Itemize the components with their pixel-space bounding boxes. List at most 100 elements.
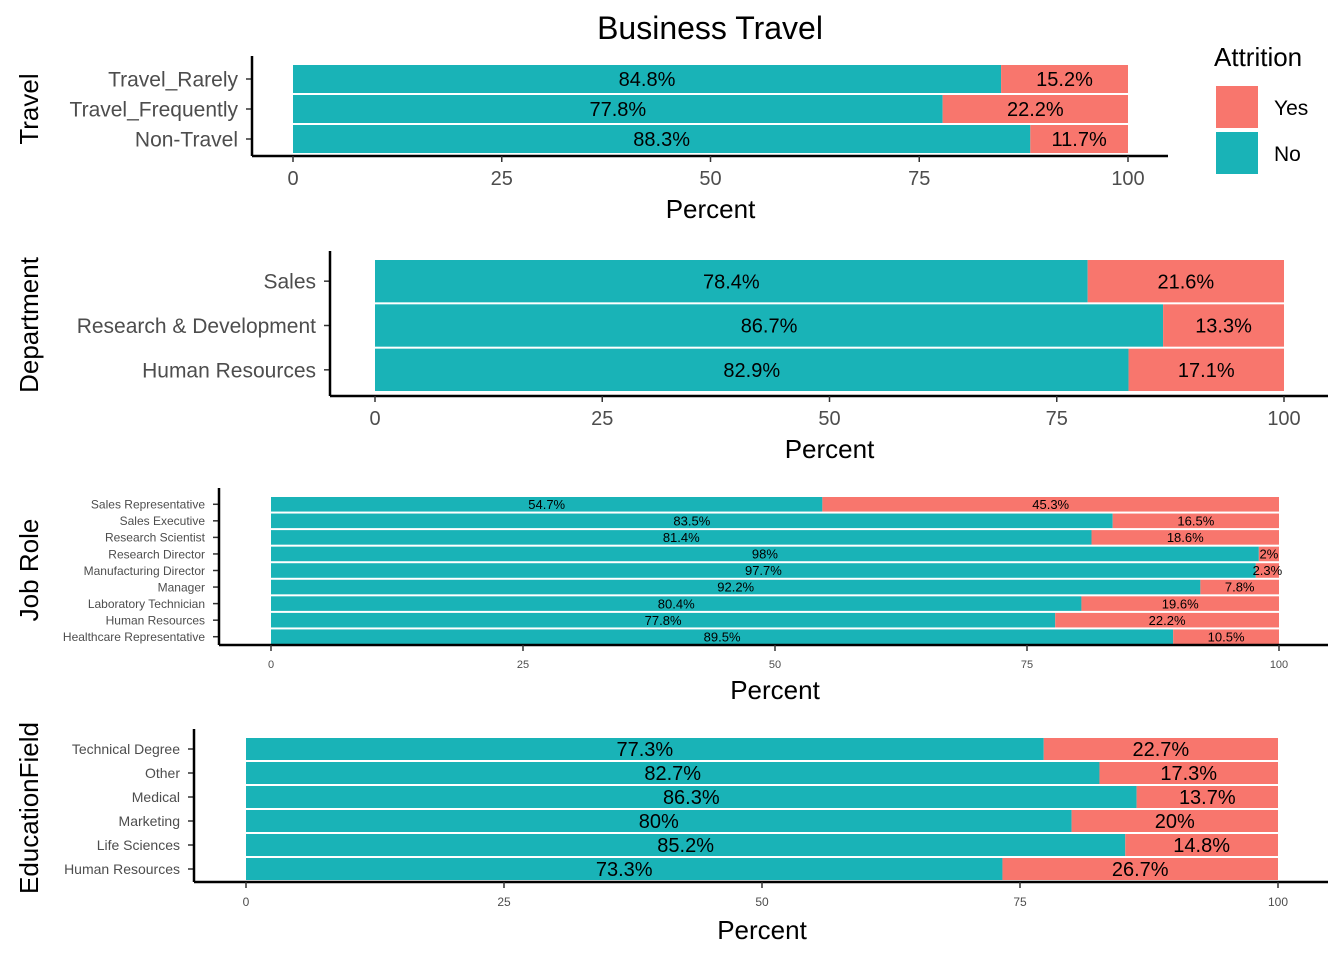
category-label: Human Resources: [64, 861, 180, 877]
data-label-yes: 11.7%: [1052, 129, 1107, 151]
category-label: Travel_Rarely: [108, 69, 238, 92]
category-label: Research Director: [108, 547, 205, 561]
category-label: Human Resources: [106, 613, 205, 627]
data-label-yes: 2%: [1260, 547, 1279, 562]
data-label-yes: 10.5%: [1208, 629, 1245, 644]
x-axis-label: Percent: [730, 675, 820, 705]
bar-no: [246, 834, 1126, 856]
panel-1: 84.8% 15.2% Travel_Rarely 77.8% 22.2% Travel_…: [14, 56, 1168, 224]
bar-yes: [1043, 738, 1278, 760]
data-label-yes: 26.7%: [1112, 859, 1169, 881]
data-label-no: 80%: [639, 811, 679, 833]
bar-yes: [1001, 65, 1128, 93]
data-label-no: 85.2%: [657, 835, 714, 857]
legend-label-yes: Yes: [1274, 97, 1308, 120]
category-label: Other: [145, 765, 180, 781]
data-label-yes: 21.6%: [1157, 271, 1214, 293]
data-label-no: 73.3%: [596, 859, 653, 881]
bar-no: [246, 786, 1137, 808]
data-label-no: 81.4%: [663, 530, 700, 545]
data-label-yes: 14.8%: [1173, 835, 1230, 857]
data-label-no: 86.3%: [663, 787, 720, 809]
bar-yes: [1087, 260, 1284, 303]
x-tick-label: 25: [517, 659, 529, 671]
bar-no: [293, 95, 943, 123]
data-label-yes: 13.3%: [1195, 316, 1252, 338]
bar-no: [271, 612, 1056, 628]
bar-no: [271, 513, 1113, 529]
category-label: Medical: [132, 789, 180, 805]
data-label-no: 88.3%: [633, 129, 690, 151]
x-tick-label: 25: [497, 895, 511, 909]
category-label: Manufacturing Director: [84, 564, 205, 578]
legend-title: Attrition: [1214, 42, 1302, 72]
chart-panels: 84.8% 15.2% Travel_Rarely 77.8% 22.2% Travel_…: [14, 56, 1328, 945]
bar-no: [246, 738, 1044, 760]
category-label: Sales: [263, 271, 316, 294]
panel-2: 78.4% 21.6% Sales 86.7% 13.3% Research & Deve…: [14, 251, 1328, 464]
y-axis-label: Job Role: [14, 519, 44, 622]
bar-yes: [1091, 530, 1279, 545]
bar-no: [293, 65, 1002, 93]
bar-yes: [1055, 612, 1279, 628]
category-label: Life Sciences: [97, 837, 180, 853]
x-tick-label: 25: [591, 408, 613, 430]
data-label-no: 80.4%: [658, 596, 695, 611]
bar-yes: [1002, 858, 1278, 880]
data-label-yes: 45.3%: [1032, 497, 1069, 512]
data-label-yes: 22.2%: [1149, 613, 1186, 628]
bar-no: [246, 810, 1072, 832]
category-label: Sales Executive: [120, 514, 206, 528]
bar-yes: [1173, 629, 1279, 644]
bar-no: [375, 260, 1088, 303]
data-label-yes: 18.6%: [1167, 530, 1204, 545]
data-label-no: 78.4%: [703, 271, 760, 293]
category-label: Travel_Frequently: [70, 99, 239, 122]
bar-yes: [1136, 786, 1278, 808]
x-axis-label: Percent: [785, 434, 875, 464]
bar-no: [293, 125, 1031, 153]
legend-swatch-no: [1216, 132, 1258, 174]
bar-yes: [1125, 834, 1278, 856]
bar-yes: [1200, 579, 1279, 595]
bar-yes: [822, 497, 1279, 512]
data-label-yes: 19.6%: [1162, 596, 1199, 611]
x-tick-label: 0: [369, 408, 380, 430]
x-tick-label: 50: [769, 659, 781, 671]
data-label-yes: 22.2%: [1007, 99, 1064, 121]
data-label-no: 97.7%: [745, 563, 782, 578]
y-axis-label: EducationField: [14, 722, 44, 894]
bar-no: [271, 546, 1259, 562]
bar-yes: [942, 95, 1128, 123]
data-label-no: 54.7%: [528, 497, 565, 512]
data-label-no: 82.9%: [723, 360, 780, 382]
data-label-yes: 22.7%: [1133, 739, 1190, 761]
x-tick-label: 25: [491, 168, 513, 190]
legend-label-no: No: [1274, 143, 1301, 166]
category-label: Manager: [158, 580, 205, 594]
bar-no: [375, 304, 1164, 347]
bar-yes: [1071, 810, 1278, 832]
bar-no: [271, 596, 1082, 611]
x-tick-label: 100: [1268, 895, 1288, 909]
bar-no: [271, 497, 823, 512]
panel-4: 77.3% 22.7% Technical Degree 82.7% 17.3% Othe…: [14, 722, 1328, 945]
data-label-no: 77.3%: [617, 739, 674, 761]
bar-yes: [1099, 762, 1278, 784]
data-label-no: 89.5%: [704, 629, 741, 644]
data-label-yes: 2.3%: [1253, 563, 1283, 578]
data-label-no: 92.2%: [717, 580, 754, 595]
bar-no: [271, 629, 1174, 644]
bar-yes: [1258, 546, 1279, 562]
x-axis-label: Percent: [717, 915, 807, 945]
legend-swatch-yes: [1216, 86, 1258, 128]
x-tick-label: 75: [1046, 408, 1068, 430]
chart-title: Business Travel: [597, 10, 823, 46]
data-label-no: 82.7%: [644, 763, 701, 785]
x-tick-label: 75: [1013, 895, 1027, 909]
bar-yes: [1255, 563, 1279, 578]
category-label: Non-Travel: [135, 129, 238, 152]
data-label-no: 86.7%: [741, 316, 798, 338]
category-label: Healthcare Representative: [63, 630, 205, 644]
x-tick-label: 75: [908, 168, 930, 190]
